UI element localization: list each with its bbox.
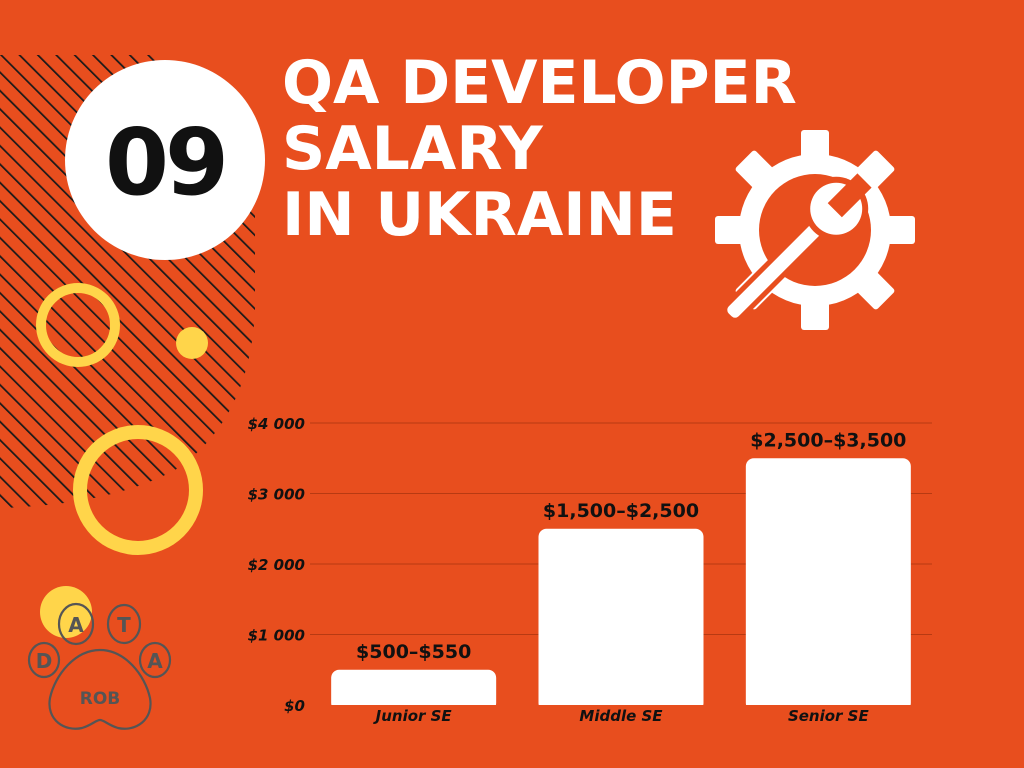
x-category-label: Middle SE [579, 707, 663, 725]
bar [538, 528, 704, 711]
x-category-label: Senior SE [788, 707, 870, 725]
bar-data-label: $500–$550 [356, 641, 471, 663]
logo-letter-2: T [117, 613, 131, 637]
title-line-2: SALARY [282, 114, 543, 184]
gear-wrench-icon [715, 130, 915, 330]
logo-text: ROB [80, 689, 121, 709]
bar [331, 669, 497, 711]
label-layer: $0 $1 000 $2 000 $3 000 $4 000 $500–$550 Junio… [248, 415, 907, 725]
bar-data-label: $2,500–$3,500 [750, 429, 906, 451]
y-tick-label: $0 [284, 697, 305, 715]
y-tick-label: $4 000 [248, 415, 305, 433]
y-tick-label: $2 000 [248, 556, 305, 574]
yellow-ring-large [73, 425, 203, 555]
title-line-3: IN UKRAINE [282, 180, 677, 250]
logo-letter-3: A [147, 649, 163, 673]
number-badge-text: 09 [104, 108, 229, 216]
bar-layer [310, 458, 932, 711]
logo-letter-0: D [36, 649, 53, 673]
title-line-1: QA DEVELOPER [282, 48, 797, 118]
y-tick-label: $3 000 [248, 486, 305, 504]
logo-letter-1: A [68, 613, 84, 637]
number-badge: 09 [65, 60, 265, 260]
bar-data-label: $1,500–$2,500 [543, 500, 699, 522]
baseline-mask [310, 705, 932, 711]
page-title: QA DEVELOPER SALARY IN UKRAINE [282, 50, 797, 248]
yellow-ring-small [36, 283, 120, 367]
bar [745, 458, 911, 711]
yellow-dot [176, 327, 208, 359]
paw-logo-icon: A T D A ROB [27, 586, 172, 730]
x-category-label: Junior SE [373, 707, 453, 725]
y-tick-label: $1 000 [248, 627, 305, 645]
